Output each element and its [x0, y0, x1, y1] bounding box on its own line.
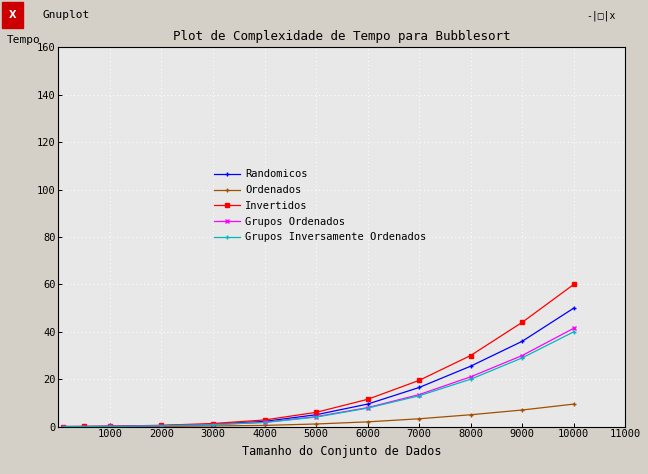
Grupos Inversamente Ordenados [60, 424, 67, 429]
Randomicos [80, 424, 88, 429]
Invertidos [570, 282, 577, 287]
Grupos Inversamente Ordenados [518, 355, 526, 361]
Invertidos [364, 396, 371, 402]
Grupos Inversamente Ordenados [80, 424, 88, 429]
Randomicos [518, 338, 526, 344]
Randomicos [364, 401, 371, 407]
Ordenados [364, 419, 371, 425]
Grupos Ordenados [260, 419, 268, 425]
Grupos Ordenados [518, 353, 526, 358]
Invertidos [260, 417, 268, 423]
Grupos Ordenados [106, 424, 114, 429]
Ordenados [467, 412, 474, 418]
Invertidos [467, 353, 474, 358]
Randomicos [60, 424, 67, 429]
Text: X: X [9, 10, 16, 20]
Ordenados [415, 416, 423, 422]
Grupos Inversamente Ordenados [209, 422, 217, 428]
Ordenados [312, 421, 320, 427]
Ordenados [260, 423, 268, 428]
Grupos Ordenados [415, 392, 423, 397]
Randomicos [415, 385, 423, 391]
Randomicos [260, 419, 268, 424]
Line: Invertidos: Invertidos [61, 282, 576, 429]
Grupos Inversamente Ordenados [312, 414, 320, 420]
Grupos Inversamente Ordenados [415, 393, 423, 399]
Legend: Randomicos, Ordenados, Invertidos, Grupos Ordenados, Grupos Inversamente Ordenad: Randomicos, Ordenados, Invertidos, Grupo… [211, 166, 430, 246]
Invertidos [80, 424, 88, 429]
Ordenados [60, 424, 67, 429]
Grupos Ordenados [364, 405, 371, 410]
Ordenados [157, 423, 165, 429]
Grupos Ordenados [80, 424, 88, 429]
Randomicos [209, 421, 217, 427]
Line: Randomicos: Randomicos [61, 306, 576, 429]
Invertidos [157, 422, 165, 428]
Grupos Ordenados [467, 374, 474, 380]
Grupos Ordenados [157, 423, 165, 428]
Ordenados [80, 424, 88, 429]
FancyBboxPatch shape [2, 2, 23, 28]
X-axis label: Tamanho do Conjunto de Dados: Tamanho do Conjunto de Dados [242, 445, 441, 458]
Randomicos [312, 412, 320, 418]
Text: Gnuplot: Gnuplot [42, 10, 89, 20]
Title: Plot de Complexidade de Tempo para Bubblesort: Plot de Complexidade de Tempo para Bubbl… [173, 30, 511, 44]
Invertidos [106, 423, 114, 429]
Line: Grupos Ordenados: Grupos Ordenados [61, 326, 576, 429]
Invertidos [312, 410, 320, 415]
Randomicos [467, 363, 474, 369]
Invertidos [415, 377, 423, 383]
Text: Tempo: Tempo [6, 35, 40, 46]
Ordenados [106, 424, 114, 429]
Invertidos [60, 424, 67, 429]
Line: Ordenados: Ordenados [61, 401, 576, 429]
Invertidos [518, 319, 526, 325]
Grupos Ordenados [312, 414, 320, 419]
Invertidos [209, 421, 217, 427]
Grupos Inversamente Ordenados [364, 405, 371, 411]
Grupos Inversamente Ordenados [260, 419, 268, 425]
Randomicos [106, 424, 114, 429]
Ordenados [209, 423, 217, 429]
Ordenados [570, 401, 577, 407]
Randomicos [157, 423, 165, 428]
Ordenados [518, 407, 526, 413]
Text: -|□|x: -|□|x [586, 10, 616, 21]
Grupos Inversamente Ordenados [106, 424, 114, 429]
Grupos Inversamente Ordenados [570, 329, 577, 335]
Grupos Inversamente Ordenados [467, 376, 474, 382]
Randomicos [570, 305, 577, 311]
Line: Grupos Inversamente Ordenados: Grupos Inversamente Ordenados [61, 329, 576, 429]
Grupos Inversamente Ordenados [157, 423, 165, 428]
Grupos Ordenados [570, 325, 577, 331]
Grupos Ordenados [209, 422, 217, 428]
Grupos Ordenados [60, 424, 67, 429]
